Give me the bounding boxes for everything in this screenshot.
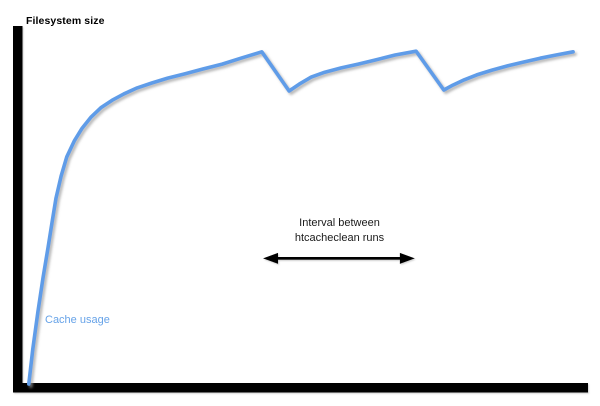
axes bbox=[13, 26, 588, 393]
x-axis-bar bbox=[13, 383, 588, 393]
interval-annotation-line2: htcacheclean runs bbox=[294, 232, 385, 244]
filesystem-size-label: Filesystem size bbox=[26, 15, 105, 27]
interval-arrow-head-left-icon bbox=[263, 252, 279, 264]
interval-annotation-line1: Interval between bbox=[299, 217, 380, 229]
interval-arrow-head-right-icon bbox=[399, 252, 415, 264]
interval-arrow bbox=[263, 252, 415, 264]
y-axis-bar bbox=[13, 26, 23, 393]
interval-annotation-label: Interval between htcacheclean runs bbox=[263, 216, 416, 246]
cache-usage-label: Cache usage bbox=[45, 314, 110, 326]
cache-usage-curve bbox=[26, 49, 575, 386]
